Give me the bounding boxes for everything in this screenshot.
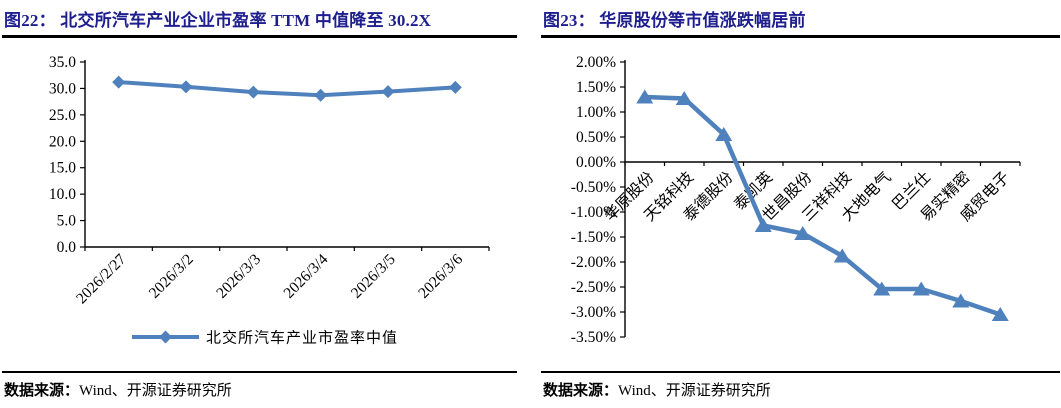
- svg-text:30.0: 30.0: [49, 80, 76, 97]
- svg-text:0.00%: 0.00%: [576, 154, 616, 171]
- svg-text:0.0: 0.0: [57, 239, 77, 256]
- svg-text:5.0: 5.0: [57, 213, 77, 230]
- legend: 北交所汽车产业市盈率中值: [132, 329, 398, 347]
- axes: 2.00% 1.50% 1.00% 0.50% 0.00% -0.50% -1.00% -1.…: [571, 54, 1021, 346]
- svg-text:15.0: 15.0: [49, 160, 76, 177]
- svg-text:-2.50%: -2.50%: [571, 279, 616, 296]
- svg-text:-3.00%: -3.00%: [571, 304, 616, 321]
- figure-22-source-rule: [2, 371, 517, 373]
- svg-text:1.50%: 1.50%: [576, 79, 616, 96]
- svg-text:-2.00%: -2.00%: [571, 254, 616, 271]
- legend-label: 北交所汽车产业市盈率中值: [206, 329, 398, 347]
- x-axis-labels: 2026/2/27 2026/3/2 2026/3/3 2026/3/4 2026/3/…: [73, 251, 466, 308]
- svg-text:2026/3/6: 2026/3/6: [415, 251, 466, 302]
- legend-diamond-marker: [159, 330, 172, 344]
- figure-23-title-rule: [541, 35, 1060, 38]
- source-text: Wind、开源证券研究所: [79, 383, 232, 399]
- svg-text:2026/3/2: 2026/3/2: [146, 251, 197, 302]
- figure-22-title-rule: [2, 35, 517, 38]
- svg-text:-1.00%: -1.00%: [571, 204, 616, 221]
- figure-23-source-rule: [541, 371, 1060, 373]
- figure-23-title: 图23： 华原股份等市值涨跌幅居前: [543, 11, 806, 30]
- svg-text:2026/2/27: 2026/2/27: [73, 251, 130, 308]
- svg-text:-0.50%: -0.50%: [571, 179, 616, 196]
- svg-text:20.0: 20.0: [49, 133, 76, 150]
- axes: 35.0 30.0 25.0 20.0 15.0 10.0 5.0 0.0: [49, 54, 490, 256]
- svg-text:-3.50%: -3.50%: [571, 329, 616, 346]
- svg-text:2026/3/3: 2026/3/3: [213, 251, 264, 302]
- svg-text:10.0: 10.0: [49, 186, 76, 203]
- series-markers: [112, 75, 462, 102]
- series-line: [644, 94, 1002, 317]
- svg-text:2.00%: 2.00%: [576, 54, 616, 71]
- source-label: 数据来源：: [543, 383, 619, 399]
- svg-text:2026/3/4: 2026/3/4: [280, 251, 331, 302]
- series-line: [118, 80, 456, 98]
- svg-text:1.00%: 1.00%: [576, 104, 616, 121]
- series-markers: [636, 89, 1009, 321]
- figure-22-source: 数据来源：Wind、开源证券研究所: [4, 379, 232, 400]
- svg-text:25.0: 25.0: [49, 107, 76, 124]
- figure-23-panel: 图23： 华原股份等市值涨跌幅居前 2.00% 1.50% 1.00% 0.50% 0.…: [541, 0, 1060, 408]
- svg-text:35.0: 35.0: [49, 54, 76, 71]
- svg-text:-1.50%: -1.50%: [571, 229, 616, 246]
- source-text: Wind、开源证券研究所: [618, 383, 771, 399]
- svg-text:2026/3/5: 2026/3/5: [348, 251, 399, 302]
- stock-change-line-chart: 2.00% 1.50% 1.00% 0.50% 0.00% -0.50% -1.00% -1.…: [571, 54, 1021, 346]
- figure-22-title: 图22： 北交所汽车产业企业市盈率 TTM 中值降至 30.2X: [4, 11, 432, 30]
- figure-23-source: 数据来源：Wind、开源证券研究所: [543, 379, 771, 400]
- figure-22-panel: 图22： 北交所汽车产业企业市盈率 TTM 中值降至 30.2X 35.0 30.…: [2, 0, 517, 408]
- svg-text:0.50%: 0.50%: [576, 129, 616, 146]
- source-label: 数据来源：: [4, 383, 80, 399]
